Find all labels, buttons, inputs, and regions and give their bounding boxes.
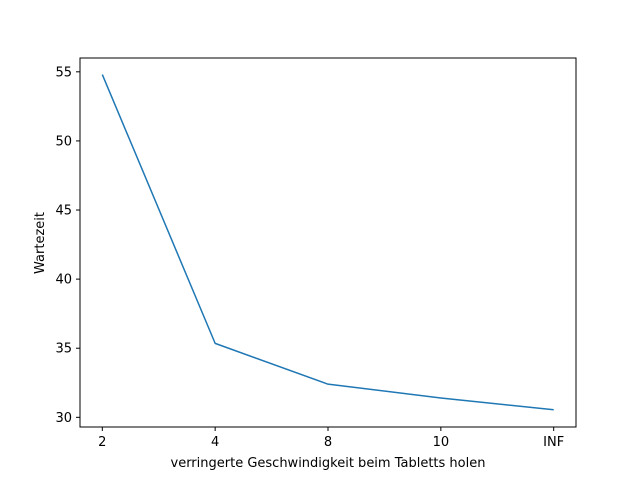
x-tick-label: 2 bbox=[98, 435, 106, 450]
x-tick-label: INF bbox=[543, 435, 564, 450]
plot-area-frame bbox=[79, 57, 577, 428]
y-axis-label: Wartezeit bbox=[33, 212, 48, 274]
y-tick-label: 45 bbox=[55, 204, 72, 219]
x-tick-label: 10 bbox=[433, 435, 450, 450]
y-tick-label: 55 bbox=[55, 65, 72, 80]
x-axis-ticks: 2 4 8 10 INF bbox=[98, 427, 564, 450]
x-axis-label: verringerte Geschwindigkeit beim Tablett… bbox=[171, 456, 486, 471]
series-line bbox=[101, 74, 554, 411]
y-axis-ticks: 30 35 40 45 50 55 bbox=[55, 65, 80, 426]
x-tick-label: 4 bbox=[211, 435, 219, 450]
y-tick-label: 30 bbox=[55, 411, 72, 426]
x-tick-label: 8 bbox=[324, 435, 332, 450]
plot-series bbox=[101, 74, 554, 411]
y-tick-label: 40 bbox=[55, 273, 72, 288]
y-tick-label: 50 bbox=[55, 134, 72, 149]
y-tick-label: 35 bbox=[55, 342, 72, 357]
